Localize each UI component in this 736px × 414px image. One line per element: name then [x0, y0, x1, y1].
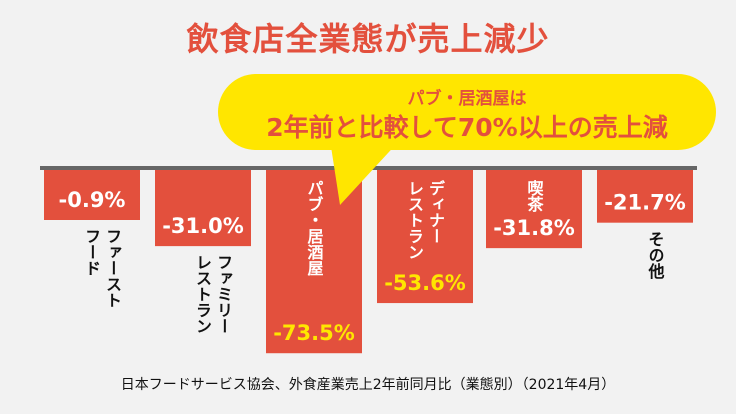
callout-body [218, 74, 716, 150]
value-label-0: -0.9% [59, 188, 126, 212]
callout-line-2: 2年前と比較して70%以上の売上減 [266, 113, 668, 142]
chart-title: 飲食店全業態が売上減少 [186, 20, 550, 58]
category-label-0-line-0: ファースト [103, 228, 122, 308]
bar-5 [597, 170, 693, 223]
category-label-0-line-1: フード [82, 228, 101, 276]
bar-4 [486, 170, 582, 249]
category-label-2: パブ・居酒屋 [305, 180, 324, 277]
bar-0 [44, 170, 140, 220]
value-label-4: -31.8% [493, 216, 575, 240]
source-note: 日本フードサービス協会、外食産業売上2年前同月比（業態別）（2021年4月） [120, 377, 616, 393]
callout-bubble: パブ・居酒屋は 2年前と比較して70%以上の売上減 [218, 74, 716, 205]
value-label-3: -53.6% [384, 271, 466, 295]
bar-3 [377, 170, 473, 304]
value-label-2: -73.5% [273, 321, 355, 345]
category-label-4: 喫茶 [525, 180, 545, 213]
category-label-1-line-1: レストラン [193, 254, 212, 334]
bar-1 [155, 170, 251, 247]
callout-tail [330, 140, 400, 205]
category-label-5: その他 [646, 231, 666, 280]
callout-line-1: パブ・居酒屋は [408, 88, 527, 109]
value-label-1: -31.0% [162, 214, 244, 238]
category-label-3-line-0: ディナー [426, 179, 445, 244]
category-label-3-line-1: レストラン [405, 180, 424, 260]
bar-2 [266, 170, 362, 354]
value-label-5: -21.7% [604, 191, 686, 215]
category-label-1-line-0: ファミリー [214, 254, 233, 334]
